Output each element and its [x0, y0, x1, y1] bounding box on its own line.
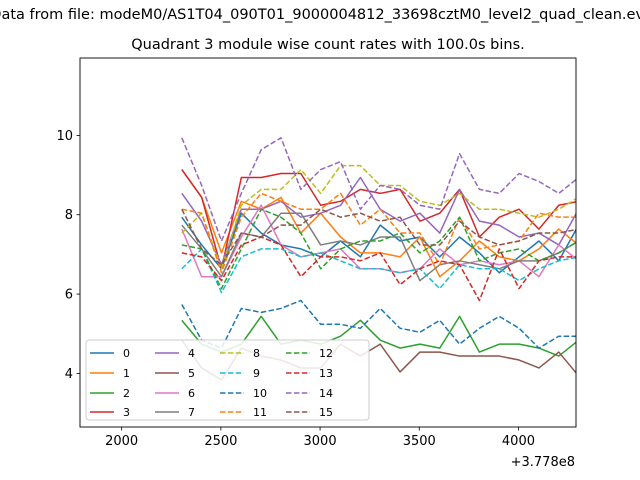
- legend-label-5: 5: [188, 367, 195, 380]
- legend-label-4: 4: [188, 347, 195, 360]
- series-line-8: [181, 164, 576, 270]
- legend-label-12: 12: [319, 347, 333, 360]
- x-tick-label: 2000: [105, 434, 138, 449]
- x-axis-ticks: 2000 2500 3000 3500 4000: [105, 427, 535, 449]
- axes-frame: [79, 57, 577, 428]
- legend-label-9: 9: [253, 367, 260, 380]
- legend-frame: [85, 339, 370, 421]
- legend-label-2: 2: [123, 387, 130, 400]
- legend-label-15: 15: [319, 406, 333, 419]
- legend-label-3: 3: [123, 406, 130, 419]
- x-tick-label: 4000: [502, 434, 535, 449]
- series-line-13: [181, 236, 576, 302]
- y-axis-ticks: 4 6 8 10: [56, 129, 80, 382]
- series-line-12: [181, 208, 576, 290]
- x-tick-label: 3000: [304, 434, 337, 449]
- series-line-15: [181, 208, 576, 266]
- legend-label-1: 1: [123, 367, 130, 380]
- series-lines: [181, 137, 576, 381]
- y-tick-label: 4: [65, 367, 73, 382]
- y-tick-label: 6: [65, 288, 73, 303]
- legend-label-8: 8: [253, 347, 260, 360]
- axes-title: Quadrant 3 module wise count rates with …: [131, 37, 525, 53]
- series-line-11: [181, 192, 576, 274]
- plot-area: [181, 137, 576, 381]
- legend-label-10: 10: [253, 387, 267, 400]
- y-tick-label: 8: [65, 208, 73, 223]
- legend-label-6: 6: [188, 387, 195, 400]
- legend-label-7: 7: [188, 406, 195, 419]
- legend-label-14: 14: [319, 387, 333, 400]
- series-line-10: [181, 299, 576, 349]
- x-offset-label: +3.778e8: [511, 455, 575, 470]
- x-tick-label: 2500: [204, 434, 237, 449]
- legend-label-13: 13: [319, 367, 333, 380]
- figure-suptitle: Data from file: modeM0/AS1T04_090T01_900…: [0, 7, 640, 23]
- series-line-0: [181, 212, 576, 274]
- series-line-2: [181, 315, 576, 357]
- series-line-3: [181, 169, 576, 270]
- legend-label-0: 0: [123, 347, 130, 360]
- x-tick-label: 3500: [403, 434, 436, 449]
- series-line-14: [181, 137, 576, 242]
- y-tick-label: 10: [56, 129, 73, 144]
- series-line-7: [181, 212, 576, 282]
- legend-label-11: 11: [253, 406, 267, 419]
- series-line-9: [181, 248, 576, 294]
